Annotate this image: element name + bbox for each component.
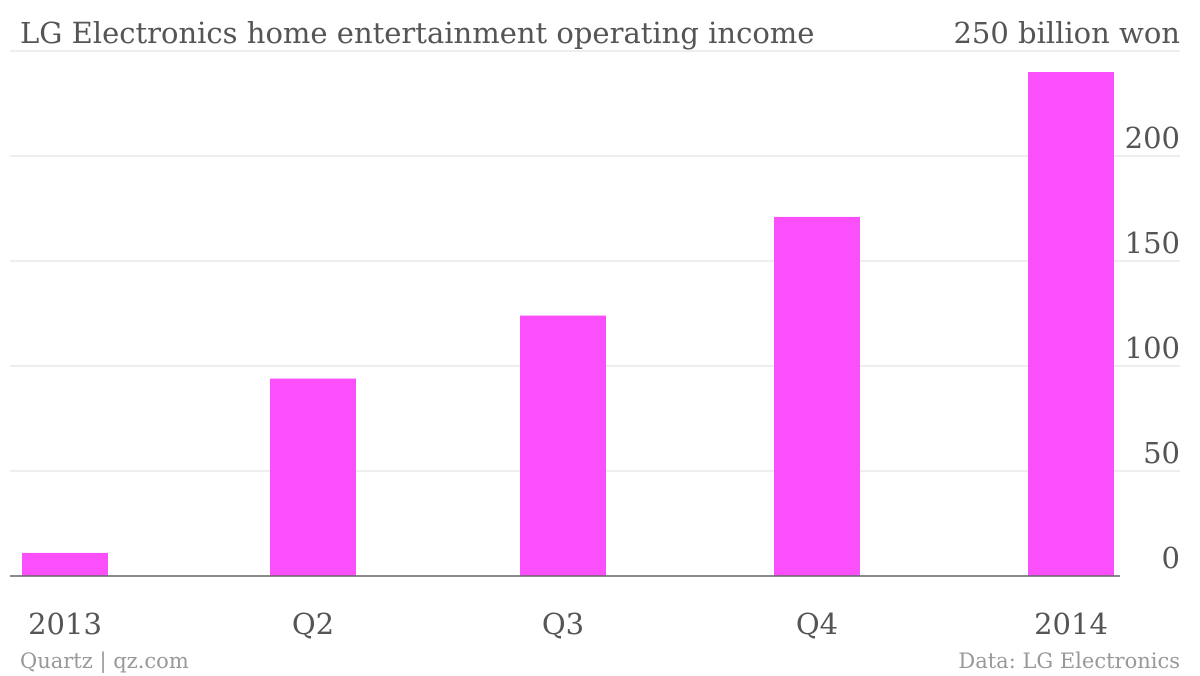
y-tick-150: 150 [1125, 226, 1180, 260]
y-tick-50: 50 [1143, 436, 1180, 470]
x-tick-q3: Q3 [542, 607, 584, 641]
y-axis-ticks: 0 50 100 150 200 [1125, 121, 1180, 575]
bar-q4 [774, 216, 860, 576]
x-tick-2014: 2014 [1034, 607, 1108, 641]
bar-q2 [270, 378, 356, 576]
y-tick-200: 200 [1125, 121, 1180, 155]
x-tick-q4: Q4 [796, 607, 838, 641]
x-axis-ticks: 2013 Q2 Q3 Q4 2014 [28, 607, 1108, 641]
bars [22, 72, 1114, 576]
chart-title: LG Electronics home entertainment operat… [20, 16, 814, 50]
bar-2014 [1028, 72, 1114, 576]
y-tick-0: 0 [1162, 541, 1180, 575]
credit-label: Quartz | qz.com [20, 649, 189, 674]
x-tick-2013: 2013 [28, 607, 102, 641]
bar-q3 [520, 315, 606, 576]
unit-label: 250 billion won [953, 16, 1180, 50]
y-tick-100: 100 [1125, 331, 1180, 365]
bar-2013 [22, 552, 108, 576]
x-tick-q2: Q2 [292, 607, 334, 641]
source-label: Data: LG Electronics [958, 649, 1180, 673]
gridlines [10, 50, 1180, 472]
